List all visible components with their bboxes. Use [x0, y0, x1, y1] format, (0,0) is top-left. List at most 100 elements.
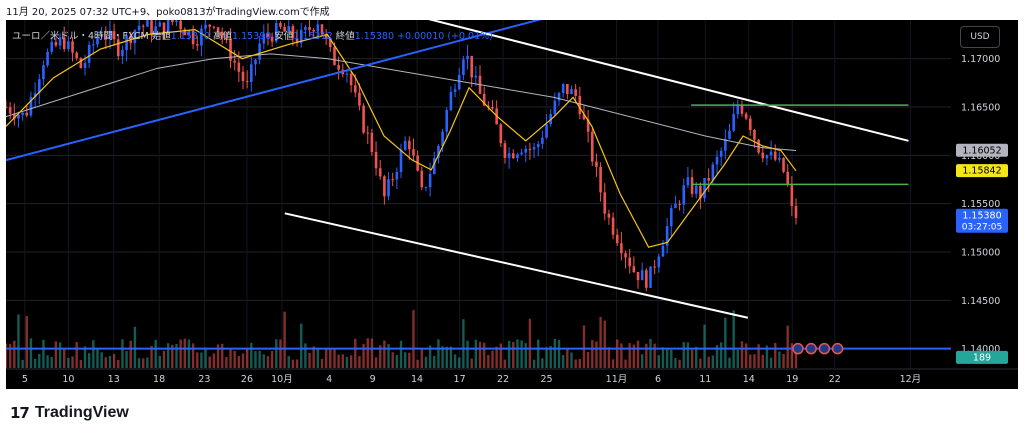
candle-body	[744, 113, 748, 119]
volume-bar	[570, 352, 573, 368]
candle-body	[387, 179, 390, 197]
volume-bar	[283, 311, 286, 368]
candle-body	[412, 149, 415, 156]
candle-body	[445, 110, 449, 132]
volume-bar	[200, 352, 203, 368]
x-axis-tick-label: 6	[655, 374, 661, 385]
volume-bar	[154, 339, 157, 368]
volume-bar	[678, 359, 681, 368]
volume-bar	[607, 347, 611, 368]
candle-body	[528, 148, 532, 150]
candle-body	[757, 139, 760, 153]
candle-body	[753, 129, 756, 140]
volume-bar	[453, 354, 457, 368]
candle-body	[175, 20, 178, 23]
volume-bar	[349, 355, 353, 368]
volume-bar	[499, 343, 503, 368]
volume-bar	[333, 348, 336, 368]
candle-body	[399, 149, 403, 172]
volume-bar	[142, 358, 145, 368]
volume-bar	[175, 343, 178, 368]
candle-body	[590, 131, 594, 162]
candle-body	[58, 37, 62, 46]
candle-body	[13, 113, 16, 119]
candle-body	[220, 31, 224, 39]
volume-bar	[383, 340, 386, 368]
candle-body	[212, 26, 216, 28]
candle-body	[748, 118, 752, 130]
candle-body	[645, 270, 648, 288]
candle-body	[112, 31, 116, 40]
candle-body	[295, 38, 299, 44]
chart-area[interactable]: 1.170001.165001.160001.155001.150001.145…	[6, 20, 1018, 389]
volume-bar	[782, 354, 785, 368]
volume-bar	[433, 355, 436, 368]
candle-body	[611, 217, 615, 235]
candle-body	[536, 143, 540, 148]
volume-bar	[458, 357, 461, 368]
price-label-countdown: 03:27:05	[962, 222, 1002, 232]
price-chart[interactable]: 1.170001.165001.160001.155001.150001.145…	[6, 20, 1018, 389]
volume-bar	[653, 343, 656, 368]
moving-average-fast	[6, 29, 797, 248]
volume-bar	[125, 351, 128, 368]
candle-body	[699, 185, 702, 199]
volume-bar	[591, 340, 594, 368]
candle-body	[137, 25, 141, 31]
candle-body	[262, 33, 266, 44]
volume-bar	[254, 351, 257, 368]
volume-bar	[715, 345, 719, 368]
candle-body	[669, 208, 673, 227]
volume-bar	[150, 345, 153, 368]
candle-body	[503, 143, 507, 158]
volume-bar	[753, 354, 756, 368]
candle-body	[283, 26, 286, 32]
volume-bar	[632, 344, 636, 368]
volume-bar	[736, 349, 740, 368]
candle-body	[299, 29, 303, 44]
candle-body	[374, 152, 378, 169]
candle-body	[595, 161, 598, 167]
volume-bar	[778, 351, 781, 368]
candle-body	[333, 47, 336, 66]
candle-body	[466, 55, 469, 60]
candle-body	[665, 226, 669, 246]
candle-body	[491, 106, 494, 109]
volume-bar	[183, 338, 186, 368]
volume-bar	[208, 356, 211, 368]
volume-bar	[58, 342, 62, 368]
volume-bar	[441, 346, 444, 368]
volume-bar	[665, 347, 669, 368]
candle-body	[740, 104, 744, 114]
volume-bar	[769, 357, 773, 368]
volume-bar	[162, 350, 166, 368]
volume-bar	[241, 353, 245, 368]
candle-body	[690, 177, 694, 194]
candle-body	[657, 256, 661, 268]
currency-button[interactable]: USD	[960, 26, 1000, 48]
chart-timestamp-line: 11月 20, 2025 07:32 UTC+9、poko0813がTradin…	[6, 7, 330, 18]
volume-bar	[636, 340, 640, 368]
legend-high-label: 高値	[213, 31, 233, 42]
volume-bar	[33, 358, 37, 368]
volume-bar	[628, 343, 631, 368]
candle-body	[499, 124, 503, 144]
candle-body	[146, 20, 149, 27]
volume-bar	[225, 357, 228, 368]
candle-body	[37, 79, 41, 94]
candle-body	[541, 137, 544, 144]
volume-bar	[67, 357, 70, 368]
volume-bar	[420, 348, 423, 368]
candle-body	[557, 92, 561, 101]
candle-body	[719, 150, 723, 157]
candle-body	[125, 35, 128, 51]
volume-bar	[29, 338, 33, 368]
volume-bar	[216, 344, 220, 368]
candle-body	[453, 89, 457, 92]
candle-body	[329, 38, 332, 48]
candle-body	[225, 38, 228, 40]
candle-body	[628, 257, 631, 267]
price-label-bg	[956, 350, 1008, 364]
candle-body	[794, 206, 798, 218]
candle-body	[724, 138, 727, 151]
